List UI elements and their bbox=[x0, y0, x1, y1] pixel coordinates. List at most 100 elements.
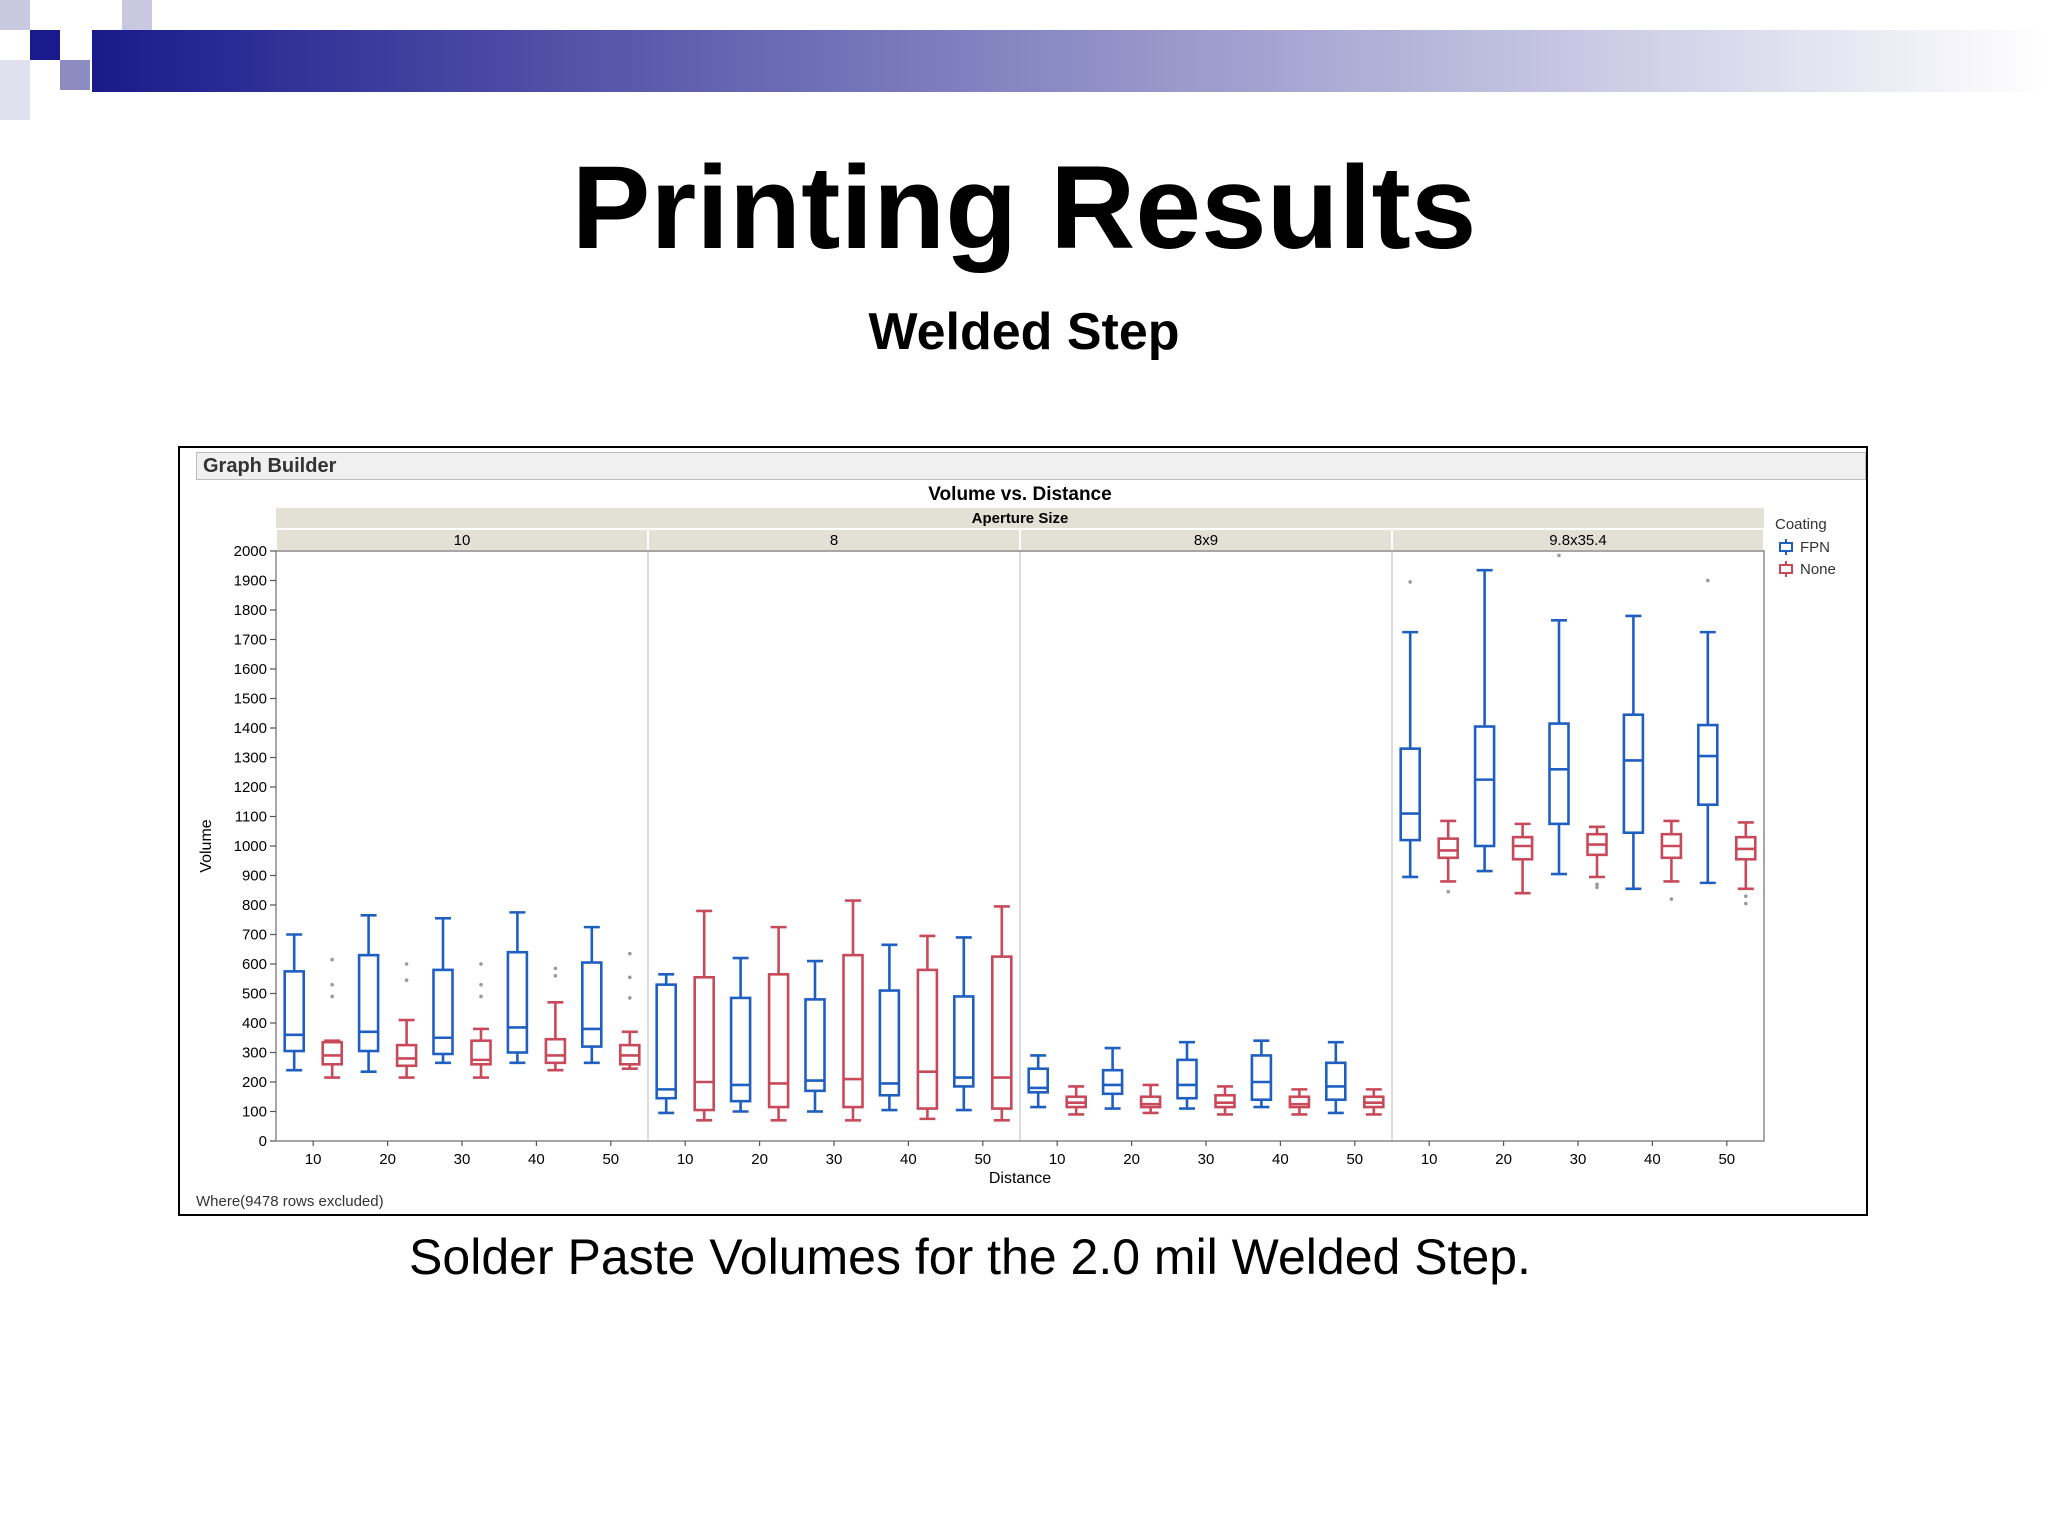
x-tick-label: 10 bbox=[1421, 1151, 1438, 1168]
fpn-box bbox=[804, 998, 826, 1093]
y-tick-label: 1900 bbox=[234, 573, 267, 590]
none-outlier bbox=[1744, 894, 1748, 898]
none-outlier bbox=[330, 994, 335, 999]
deco-square-top bbox=[122, 0, 152, 30]
y-tick-label: 1400 bbox=[234, 720, 267, 737]
none-box bbox=[916, 968, 939, 1110]
group-name: 9.8x35.4 bbox=[1549, 532, 1607, 549]
graph-builder-header[interactable]: Graph Builder bbox=[196, 452, 1866, 480]
x-tick-label: 20 bbox=[379, 1151, 396, 1168]
y-tick-label: 800 bbox=[242, 897, 267, 914]
fpn-outlier bbox=[1706, 578, 1710, 583]
fpn-box bbox=[655, 983, 678, 1100]
x-tick-label: 40 bbox=[1272, 1151, 1289, 1168]
x-tick-label: 10 bbox=[677, 1151, 694, 1168]
title-decoration bbox=[0, 0, 2048, 120]
none-outlier bbox=[628, 951, 632, 956]
none-box bbox=[1437, 837, 1459, 860]
fpn-box bbox=[1027, 1067, 1049, 1094]
group-strip bbox=[649, 530, 1019, 550]
group-strip bbox=[277, 530, 647, 550]
none-box bbox=[693, 975, 716, 1112]
fpn-box bbox=[1697, 723, 1719, 806]
x-tick-label: 50 bbox=[602, 1151, 619, 1168]
x-tick-label: 20 bbox=[751, 1151, 768, 1168]
none-outlier bbox=[479, 962, 483, 966]
fpn-box bbox=[1399, 747, 1421, 842]
excluded-rows-note: Where(9478 rows excluded) bbox=[196, 1193, 384, 1210]
legend-label: FPN bbox=[1800, 539, 1830, 556]
deco-square-left bbox=[0, 60, 30, 120]
y-tick-label: 1000 bbox=[234, 838, 267, 855]
y-tick-label: 700 bbox=[242, 927, 267, 944]
y-tick-label: 200 bbox=[242, 1074, 267, 1091]
x-tick-label: 30 bbox=[1198, 1151, 1215, 1168]
y-tick-label: 900 bbox=[242, 868, 267, 885]
none-box bbox=[767, 973, 790, 1109]
x-tick-label: 40 bbox=[528, 1151, 545, 1168]
group-label: Aperture Size bbox=[972, 510, 1069, 527]
y-tick-label: 100 bbox=[242, 1104, 267, 1121]
legend-title: Coating bbox=[1775, 516, 1827, 533]
y-tick-label: 1200 bbox=[234, 779, 267, 796]
y-tick-label: 0 bbox=[259, 1133, 267, 1150]
none-box bbox=[1214, 1093, 1236, 1109]
legend-swatch-fpn bbox=[1779, 542, 1793, 552]
slide-subtitle: Welded Step bbox=[868, 303, 1180, 361]
none-box bbox=[470, 1039, 492, 1066]
y-axis-label: Volume bbox=[198, 819, 215, 872]
y-tick-label: 1100 bbox=[235, 809, 267, 826]
none-outlier bbox=[479, 994, 483, 999]
legend-swatch-none bbox=[1779, 564, 1793, 574]
x-tick-label: 10 bbox=[305, 1151, 322, 1168]
none-box bbox=[321, 1040, 344, 1066]
none-box bbox=[1139, 1095, 1162, 1109]
x-tick-label: 30 bbox=[454, 1151, 471, 1168]
none-outlier bbox=[553, 974, 558, 978]
group-name: 8x9 bbox=[1194, 532, 1218, 549]
x-tick-label: 40 bbox=[900, 1151, 917, 1168]
graph-builder-panel: Graph Builder bbox=[178, 446, 1868, 1216]
fpn-box bbox=[729, 996, 752, 1103]
slide-title: Printing Results bbox=[571, 142, 1477, 274]
x-tick-label: 30 bbox=[1570, 1151, 1587, 1168]
y-tick-label: 1300 bbox=[234, 750, 267, 767]
fpn-box bbox=[506, 950, 529, 1054]
x-axis-label: Distance bbox=[989, 1170, 1051, 1187]
none-outlier bbox=[404, 978, 409, 983]
y-tick-label: 1800 bbox=[234, 602, 267, 619]
group-strip bbox=[1393, 530, 1763, 550]
y-tick-label: 400 bbox=[242, 1015, 267, 1032]
x-tick-label: 50 bbox=[1718, 1151, 1735, 1168]
y-tick-label: 500 bbox=[242, 986, 267, 1003]
none-outlier bbox=[1744, 901, 1748, 906]
fpn-box bbox=[952, 995, 975, 1088]
deco-square-dark bbox=[30, 30, 60, 60]
x-tick-label: 50 bbox=[974, 1151, 991, 1168]
fpn-box bbox=[1548, 722, 1570, 826]
none-outlier bbox=[404, 962, 409, 966]
y-tick-label: 1700 bbox=[234, 632, 267, 649]
none-box bbox=[1511, 835, 1534, 861]
fpn-outlier bbox=[1557, 553, 1561, 558]
y-tick-label: 300 bbox=[242, 1045, 267, 1062]
chart-title: Volume vs. Distance bbox=[928, 484, 1111, 505]
none-outlier bbox=[330, 957, 335, 962]
fpn-box bbox=[1622, 713, 1645, 835]
fpn-box bbox=[283, 970, 306, 1053]
none-box bbox=[544, 1037, 567, 1065]
legend-label: None bbox=[1800, 561, 1836, 578]
fpn-outlier bbox=[1408, 580, 1412, 584]
deco-square-mid bbox=[60, 60, 90, 90]
none-outlier bbox=[330, 982, 335, 987]
fpn-box bbox=[1325, 1061, 1347, 1101]
fpn-box bbox=[1250, 1054, 1273, 1101]
none-outlier bbox=[1446, 889, 1450, 894]
none-outlier bbox=[628, 975, 632, 980]
y-tick-label: 1500 bbox=[234, 691, 267, 708]
group-name: 8 bbox=[830, 532, 838, 549]
none-box bbox=[990, 955, 1013, 1110]
fpn-box bbox=[357, 953, 380, 1053]
x-tick-label: 40 bbox=[1644, 1151, 1661, 1168]
